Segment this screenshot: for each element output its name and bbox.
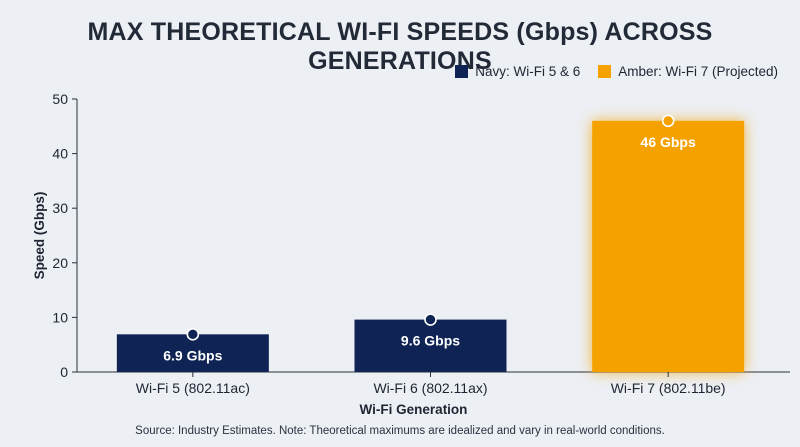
y-axis-title: Speed (Gbps) — [32, 192, 47, 280]
legend-item-navy: Navy: Wi-Fi 5 & 6 — [455, 64, 580, 79]
y-tick-label: 50 — [52, 91, 68, 107]
x-tick-label: Wi-Fi 6 (802.11ax) — [373, 380, 487, 396]
legend-item-amber: Amber: Wi-Fi 7 (Projected) — [598, 64, 778, 79]
y-tick-label: 30 — [52, 200, 68, 216]
y-tick-label: 40 — [52, 146, 68, 162]
data-label: 6.9 Gbps — [163, 347, 222, 363]
x-axis-title: Wi-Fi Generation — [360, 402, 468, 417]
bar — [592, 120, 745, 372]
y-tick-label: 10 — [52, 309, 68, 325]
bar-top-marker — [424, 313, 437, 326]
bar-top-marker — [661, 114, 675, 128]
legend-label-amber: Amber: Wi-Fi 7 (Projected) — [618, 64, 778, 79]
bar — [354, 319, 507, 372]
x-tick-label: Wi-Fi 7 (802.11be) — [611, 380, 726, 396]
x-tick-label: Wi-Fi 5 (802.11ac) — [136, 380, 250, 396]
legend-label-navy: Navy: Wi-Fi 5 & 6 — [475, 64, 581, 79]
legend-swatch-navy — [455, 65, 469, 78]
chart-title: MAX THEORETICAL WI-FI SPEEDS (Gbps) ACRO… — [87, 18, 713, 75]
source-note: Source: Industry Estimates. Note: Theore… — [135, 425, 665, 437]
y-tick-label: 20 — [52, 255, 68, 271]
y-tick-label: 0 — [60, 364, 68, 380]
chart-legend: Navy: Wi-Fi 5 & 6 Amber: Wi-Fi 7 (Projec… — [455, 64, 778, 79]
legend-swatch-amber — [598, 65, 612, 78]
data-label: 46 Gbps — [641, 134, 696, 150]
data-label: 9.6 Gbps — [401, 333, 460, 349]
bar-top-marker — [186, 328, 200, 341]
